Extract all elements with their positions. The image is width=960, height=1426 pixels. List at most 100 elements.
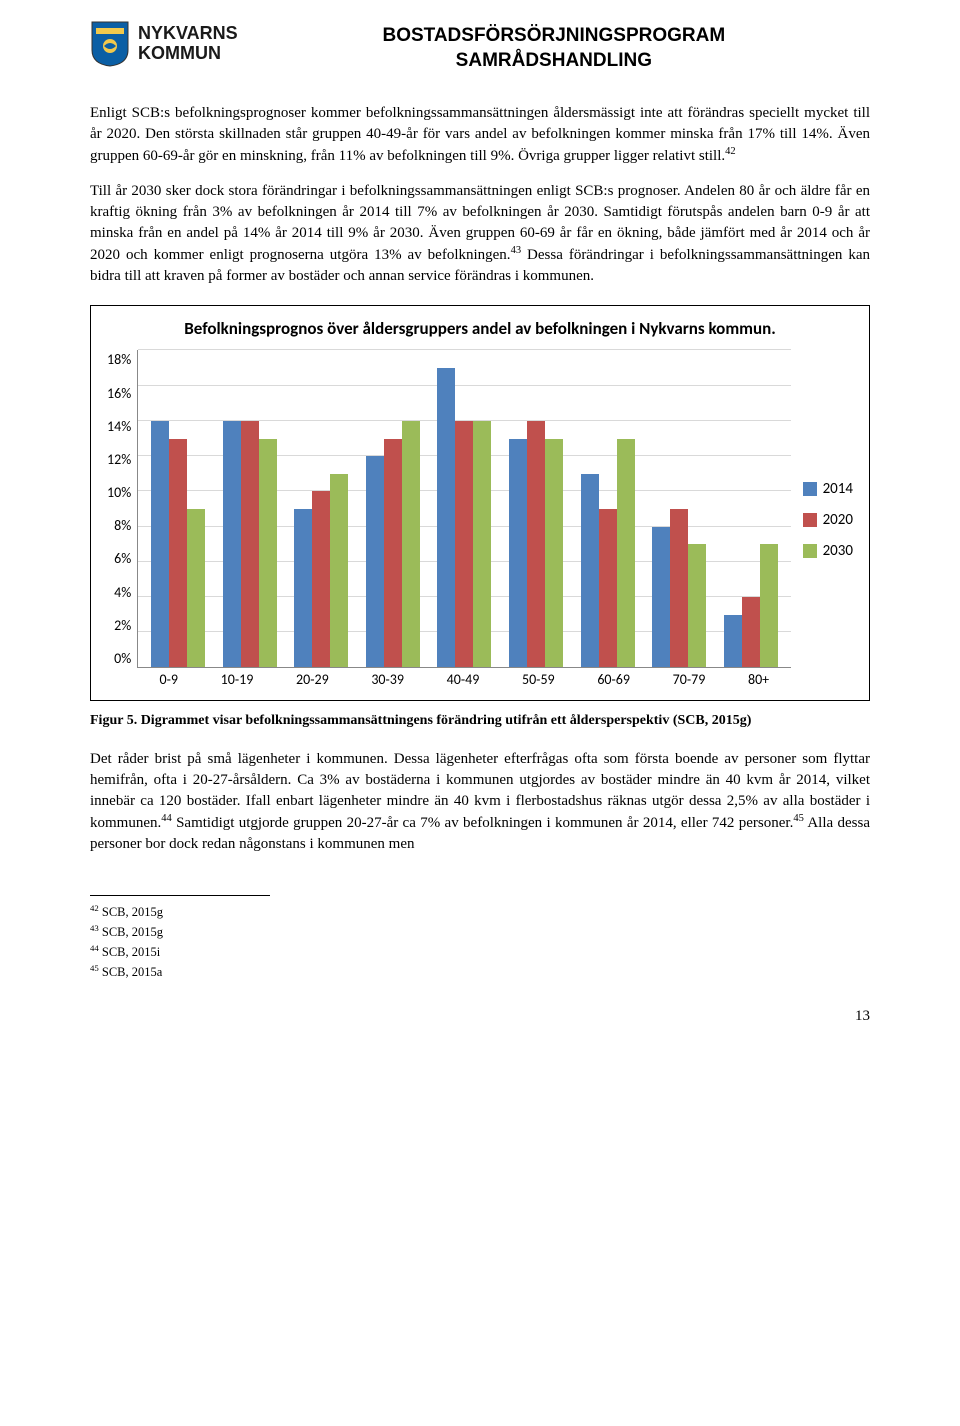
footnote-text: SCB, 2015g — [99, 905, 163, 919]
bar-group — [581, 350, 635, 667]
bar — [670, 509, 688, 668]
legend-swatch — [803, 513, 817, 527]
footnote-number: 43 — [90, 923, 99, 933]
bar — [599, 509, 617, 668]
bar-group — [437, 350, 491, 667]
body-text-2: Det råder brist på små lägenheter i komm… — [90, 749, 870, 855]
y-axis: 18%16%14%12%10%8%6%4%2%0% — [107, 350, 137, 690]
legend-label: 2030 — [823, 541, 853, 562]
p1-text: Enligt SCB:s befolkningsprognoser kommer… — [90, 105, 870, 164]
footnote-number: 44 — [90, 943, 99, 953]
bar — [151, 421, 169, 668]
bar — [742, 597, 760, 667]
chart-title: Befolkningsprognos över åldersgruppers a… — [107, 318, 853, 340]
x-tick-label: 10-19 — [221, 670, 254, 690]
footnotes-separator — [90, 895, 270, 896]
legend-swatch — [803, 482, 817, 496]
body-text: Enligt SCB:s befolkningsprognoser kommer… — [90, 103, 870, 287]
chart-legend: 2014 2020 2030 — [803, 479, 853, 562]
bar — [652, 527, 670, 668]
y-tick-label: 4% — [114, 583, 131, 603]
logo-line-2: KOMMUN — [138, 44, 238, 64]
footnote-number: 45 — [90, 963, 99, 973]
p3-text-b: Samtidigt utgjorde gruppen 20-27-år ca 7… — [172, 815, 794, 831]
bar — [545, 439, 563, 668]
bar — [581, 474, 599, 668]
logo-block: NYKVARNS KOMMUN — [90, 20, 238, 68]
bar — [259, 439, 277, 668]
footnote-text: SCB, 2015a — [99, 965, 163, 979]
bar — [437, 368, 455, 667]
title-line-2: SAMRÅDSHANDLING — [238, 49, 870, 74]
plot-area: 0-910-1920-2930-3940-4950-5960-6970-7980… — [137, 350, 790, 668]
x-tick-label: 60-69 — [597, 670, 630, 690]
footnote: 45 SCB, 2015a — [90, 962, 870, 982]
logo-line-1: NYKVARNS — [138, 24, 238, 44]
footnote-ref-43: 43 — [511, 245, 522, 256]
bar — [241, 421, 259, 668]
bar — [455, 421, 473, 668]
bar — [760, 544, 778, 667]
page-header: NYKVARNS KOMMUN BOSTADSFÖRSÖRJNINGSPROGR… — [90, 20, 870, 73]
bar — [617, 439, 635, 668]
bar — [169, 439, 187, 668]
paragraph-3: Det råder brist på små lägenheter i komm… — [90, 749, 870, 855]
y-tick-label: 8% — [114, 516, 131, 536]
footnote: 43 SCB, 2015g — [90, 922, 870, 942]
y-tick-label: 14% — [107, 417, 131, 437]
y-tick-label: 16% — [107, 384, 131, 404]
bar — [509, 439, 527, 668]
bar — [473, 421, 491, 668]
bar — [366, 456, 384, 667]
bar — [187, 509, 205, 668]
x-tick-label: 0-9 — [160, 670, 178, 690]
bar — [384, 439, 402, 668]
y-tick-label: 18% — [107, 350, 131, 370]
y-tick-label: 12% — [107, 450, 131, 470]
footnote-ref-42: 42 — [725, 146, 736, 157]
bar — [312, 491, 330, 667]
population-chart: Befolkningsprognos över åldersgruppers a… — [90, 305, 870, 701]
y-tick-label: 6% — [114, 549, 131, 569]
y-tick-label: 10% — [107, 483, 131, 503]
footnote-text: SCB, 2015i — [99, 945, 160, 959]
footnote-number: 42 — [90, 903, 99, 913]
x-tick-label: 20-29 — [296, 670, 329, 690]
footnote-ref-44: 44 — [161, 813, 172, 824]
bar — [330, 474, 348, 668]
bar-group — [509, 350, 563, 667]
legend-item: 2030 — [803, 541, 853, 562]
bar-group — [294, 350, 348, 667]
footnotes: 42 SCB, 2015g43 SCB, 2015g44 SCB, 2015i4… — [90, 902, 870, 982]
footnote: 44 SCB, 2015i — [90, 942, 870, 962]
bar — [223, 421, 241, 668]
legend-swatch — [803, 544, 817, 558]
figure-caption: Figur 5. Digrammet visar befolkningssamm… — [90, 711, 870, 731]
legend-item: 2020 — [803, 510, 853, 531]
bar-group — [223, 350, 277, 667]
x-tick-label: 50-59 — [522, 670, 555, 690]
bar — [402, 421, 420, 668]
bar-group — [151, 350, 205, 667]
y-tick-label: 0% — [114, 649, 131, 669]
legend-label: 2014 — [823, 479, 853, 500]
x-tick-label: 80+ — [748, 670, 769, 690]
title-line-1: BOSTADSFÖRSÖRJNINGSPROGRAM — [238, 24, 870, 49]
legend-item: 2014 — [803, 479, 853, 500]
chart-body: 18%16%14%12%10%8%6%4%2%0% 0-910-1920-293… — [107, 350, 853, 690]
x-axis-labels: 0-9 10-19 20-29 30-39 40-49 50-59 60-69 70-79 80… — [138, 670, 790, 690]
bar — [688, 544, 706, 667]
x-tick-label: 30-39 — [371, 670, 404, 690]
x-tick-label: 70-79 — [673, 670, 706, 690]
paragraph-1: Enligt SCB:s befolkningsprognoser kommer… — [90, 103, 870, 167]
logo-text: NYKVARNS KOMMUN — [138, 24, 238, 64]
x-tick-label: 40-49 — [447, 670, 480, 690]
bar-group — [724, 350, 778, 667]
bar — [527, 421, 545, 668]
paragraph-2: Till år 2030 sker dock stora förändringa… — [90, 181, 870, 287]
page-number: 13 — [90, 1006, 870, 1027]
bar-group — [366, 350, 420, 667]
bar — [724, 615, 742, 668]
footnote: 42 SCB, 2015g — [90, 902, 870, 922]
document-title: BOSTADSFÖRSÖRJNINGSPROGRAM SAMRÅDSHANDLI… — [238, 20, 870, 73]
